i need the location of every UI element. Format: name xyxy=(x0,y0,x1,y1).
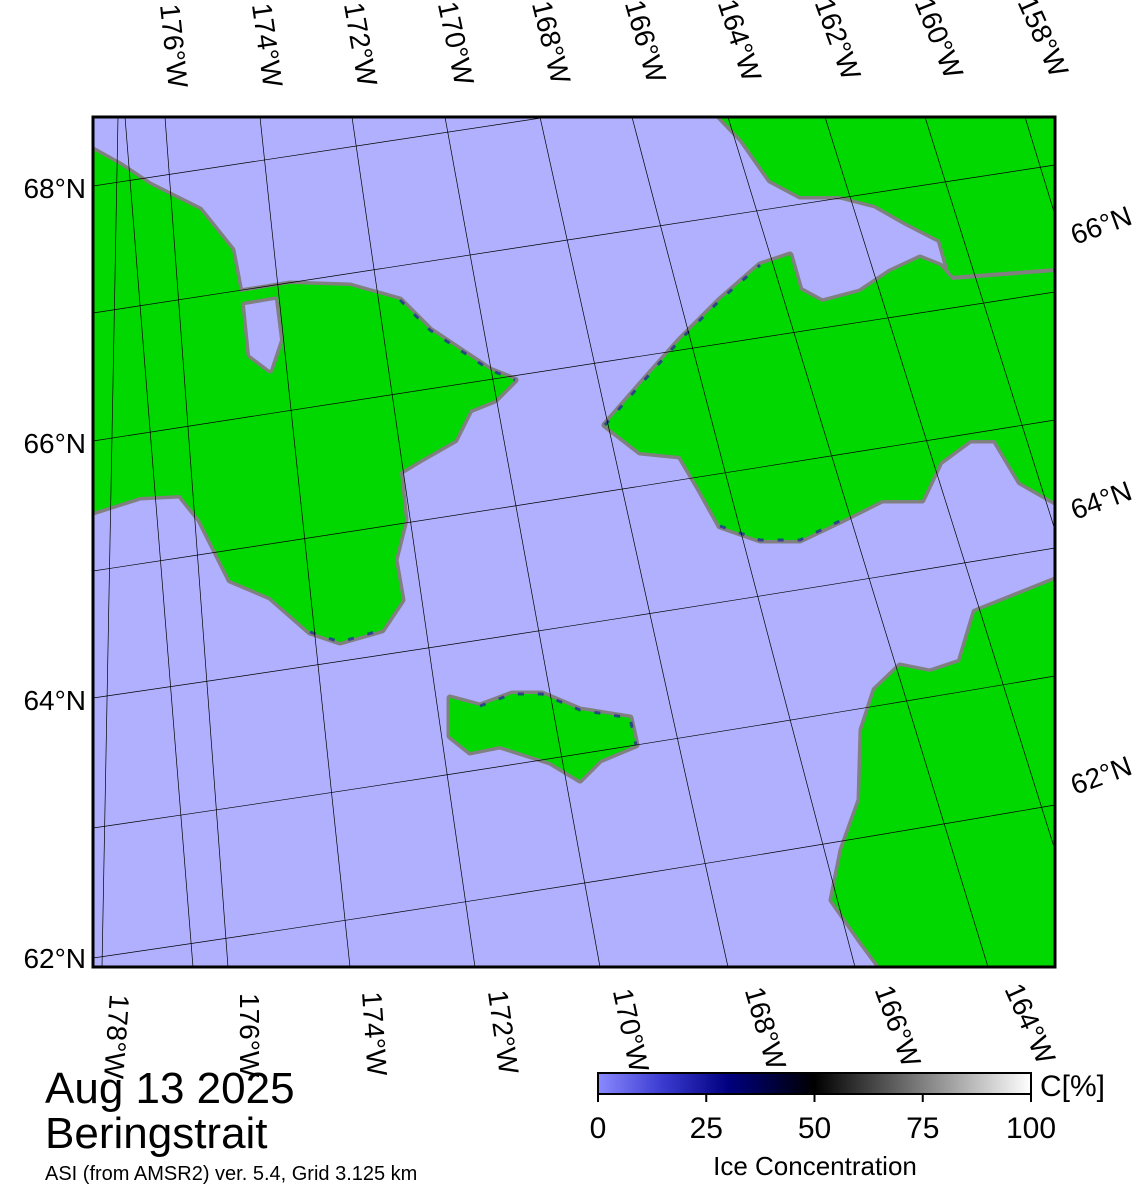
bottom-lon-label: 174°W xyxy=(356,991,393,1078)
top-lon-label: 176°W xyxy=(154,2,194,90)
colorbar-tick-label: 25 xyxy=(690,1112,723,1145)
colorbar-tick-label: 0 xyxy=(590,1112,607,1145)
left-lat-label: 62°N xyxy=(23,943,86,974)
bottom-lon-label: 168°W xyxy=(739,983,792,1073)
top-lon-label: 172°W xyxy=(338,0,383,89)
ice-fringe xyxy=(309,263,843,746)
top-lon-label: 174°W xyxy=(246,1,289,89)
top-lon-label: 170°W xyxy=(432,0,480,88)
map-frame xyxy=(91,115,1057,969)
colorbar-title: Ice Concentration xyxy=(713,1151,917,1181)
bottom-lon-label: 178°W xyxy=(98,993,135,1080)
alaska-north xyxy=(716,117,1055,280)
bottom-lon-label: 170°W xyxy=(607,986,655,1076)
graticule xyxy=(93,117,1055,967)
colorbar: C[%] Ice Concentration 0 25 50 75 100 xyxy=(590,1070,1105,1181)
top-lon-label: 168°W xyxy=(526,0,577,87)
bottom-lon-label: 166°W xyxy=(869,981,927,1071)
chukotka xyxy=(93,146,519,646)
seward-peninsula xyxy=(601,251,1055,544)
bottom-lon-label: 164°W xyxy=(999,979,1062,1069)
colorbar-tick-label: 75 xyxy=(906,1112,939,1145)
right-lat-label: 66°N xyxy=(1066,200,1135,251)
left-lat-label: 64°N xyxy=(23,685,86,716)
top-lon-label: 160°W xyxy=(909,0,970,83)
land xyxy=(93,117,1055,967)
lagoon xyxy=(241,296,284,374)
top-lon-label: 162°W xyxy=(809,0,867,84)
alaska-south xyxy=(828,576,1055,967)
right-lat-label: 62°N xyxy=(1066,750,1135,801)
region: Beringstrait xyxy=(45,1109,268,1158)
date: Aug 13 2025 xyxy=(45,1064,295,1113)
colorbar-unit: C[%] xyxy=(1040,1070,1105,1103)
top-lon-label: 166°W xyxy=(619,0,672,87)
colorbar-tick-label: 100 xyxy=(1006,1112,1056,1145)
top-lon-label: 158°W xyxy=(1012,0,1075,82)
top-lon-label: 164°W xyxy=(712,0,768,86)
colorbar-tick-label: 50 xyxy=(798,1112,831,1145)
st-lawrence-island xyxy=(446,690,640,784)
bottom-lon-label: 176°W xyxy=(234,993,265,1078)
source: ASI (from AMSR2) ver. 5.4, Grid 3.125 km xyxy=(45,1163,417,1185)
bottom-lon-label: 172°W xyxy=(482,988,525,1076)
colorbar-gradient xyxy=(597,1072,1032,1095)
left-lat-label: 66°N xyxy=(23,428,86,459)
left-lat-label: 68°N xyxy=(23,173,86,204)
right-lat-label: 64°N xyxy=(1066,475,1135,526)
map-area xyxy=(93,117,1055,967)
